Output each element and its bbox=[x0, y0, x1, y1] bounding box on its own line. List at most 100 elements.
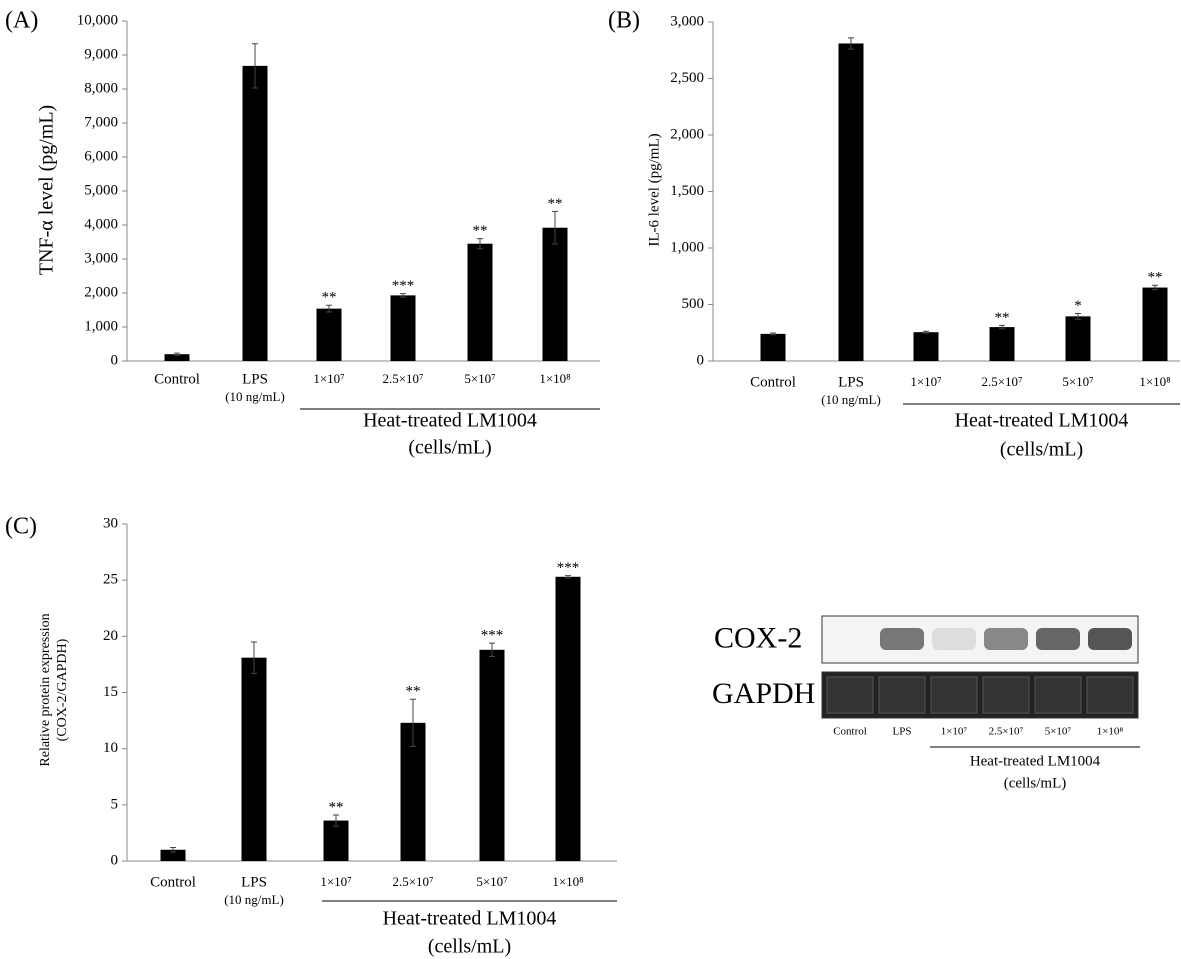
lane-label: 1×10⁷ bbox=[941, 726, 968, 738]
x-tick-label: Control bbox=[154, 371, 200, 387]
y-axis-label: Relative protein expression bbox=[38, 613, 53, 766]
significance: ** bbox=[322, 290, 337, 306]
y-tick-label: 5 bbox=[111, 796, 119, 812]
lane-label: Control bbox=[833, 726, 867, 738]
significance: *** bbox=[557, 560, 580, 576]
band bbox=[1088, 628, 1132, 650]
lane-label: LPS bbox=[893, 726, 912, 738]
y-tick-label: 6,000 bbox=[84, 148, 118, 164]
band bbox=[827, 677, 873, 713]
x-tick-label: 2.5×10⁷ bbox=[382, 371, 423, 386]
band bbox=[931, 677, 977, 713]
group-label: (cells/mL) bbox=[408, 437, 491, 459]
blot-row-label: GAPDH bbox=[712, 677, 815, 710]
x-tick-label: 1×10⁸ bbox=[539, 371, 571, 386]
lane-label: 2.5×10⁷ bbox=[989, 726, 1024, 738]
bar bbox=[242, 658, 267, 861]
y-tick-label: 15 bbox=[103, 684, 118, 700]
x-tick-label: 2.5×10⁷ bbox=[981, 374, 1022, 389]
band bbox=[983, 677, 1029, 713]
group-label: Heat-treated LM1004 bbox=[955, 410, 1129, 432]
band bbox=[932, 628, 976, 650]
y-tick-label: 1,500 bbox=[670, 183, 704, 199]
group-label: (cells/mL) bbox=[1000, 439, 1083, 461]
y-tick-label: 4,000 bbox=[84, 216, 118, 232]
y-tick-label: 20 bbox=[103, 628, 118, 644]
bar bbox=[556, 577, 581, 861]
x-tick-label: 2.5×10⁷ bbox=[392, 874, 433, 889]
x-tick-label: 1×10⁷ bbox=[313, 371, 344, 386]
bar bbox=[1066, 316, 1091, 361]
background bbox=[0, 0, 1181, 959]
y-tick-label: 2,000 bbox=[670, 126, 704, 142]
y-tick-label: 0 bbox=[111, 852, 119, 868]
group-label: Heat-treated LM1004 bbox=[383, 908, 557, 930]
y-tick-label: 2,500 bbox=[670, 70, 704, 86]
significance: * bbox=[1074, 298, 1082, 314]
band bbox=[880, 628, 924, 650]
bar bbox=[914, 332, 939, 361]
x-tick-label: LPS bbox=[838, 374, 864, 390]
y-axis-label: IL-6 level (pg/mL) bbox=[646, 133, 662, 246]
bar bbox=[1143, 288, 1168, 361]
y-tick-label: 7,000 bbox=[84, 114, 118, 130]
band bbox=[1035, 677, 1081, 713]
significance: ** bbox=[406, 684, 421, 700]
significance: ** bbox=[548, 196, 563, 212]
lane-label: 5×10⁷ bbox=[1045, 726, 1072, 738]
y-tick-label: 1,000 bbox=[670, 239, 704, 255]
group-label: Heat-treated LM1004 bbox=[363, 410, 537, 432]
significance: *** bbox=[392, 278, 415, 294]
bar bbox=[317, 309, 342, 361]
y-tick-label: 8,000 bbox=[84, 80, 118, 96]
category-note: (10 ng/mL) bbox=[821, 392, 881, 407]
bar bbox=[391, 295, 416, 361]
x-tick-label: 5×10⁷ bbox=[1062, 374, 1093, 389]
y-tick-label: 30 bbox=[103, 515, 118, 531]
y-tick-label: 1,000 bbox=[84, 318, 118, 334]
y-tick-label: 25 bbox=[103, 572, 118, 588]
y-tick-label: 0 bbox=[111, 352, 119, 368]
y-tick-label: 9,000 bbox=[84, 46, 118, 62]
bar bbox=[839, 43, 864, 361]
y-tick-label: 0 bbox=[697, 352, 705, 368]
x-tick-label: Control bbox=[150, 874, 196, 890]
band bbox=[984, 628, 1028, 650]
group-label: Heat-treated LM1004 bbox=[970, 753, 1101, 769]
y-tick-label: 2,000 bbox=[84, 284, 118, 300]
bar bbox=[543, 228, 568, 361]
y-axis-label: (COX-2/GAPDH) bbox=[55, 638, 70, 741]
band bbox=[879, 677, 925, 713]
category-note: (10 ng/mL) bbox=[225, 389, 285, 404]
panel-label: (A) bbox=[5, 8, 38, 34]
bar bbox=[243, 66, 268, 361]
panel-label: (B) bbox=[608, 8, 640, 34]
x-tick-label: 5×10⁷ bbox=[476, 874, 507, 889]
bar bbox=[761, 334, 786, 361]
x-tick-label: LPS bbox=[241, 874, 267, 890]
y-tick-label: 10,000 bbox=[77, 12, 118, 28]
y-axis-label: TNF-α level (pg/mL) bbox=[36, 105, 58, 275]
y-tick-label: 3,000 bbox=[84, 250, 118, 266]
y-tick-label: 3,000 bbox=[670, 13, 704, 29]
significance: ** bbox=[1148, 270, 1163, 286]
significance: ** bbox=[995, 310, 1010, 326]
y-tick-label: 10 bbox=[103, 740, 118, 756]
band bbox=[1087, 677, 1133, 713]
x-tick-label: LPS bbox=[242, 371, 268, 387]
significance: *** bbox=[481, 628, 504, 644]
panel-label: (C) bbox=[5, 514, 37, 540]
bar bbox=[990, 327, 1015, 361]
x-tick-label: 1×10⁷ bbox=[320, 874, 351, 889]
lane-label: 1×10⁸ bbox=[1097, 726, 1124, 738]
x-tick-label: Control bbox=[750, 374, 796, 390]
category-note: (10 ng/mL) bbox=[224, 892, 284, 907]
bar bbox=[468, 244, 493, 361]
y-tick-label: 500 bbox=[682, 296, 705, 312]
group-label: (cells/mL) bbox=[1004, 775, 1066, 791]
bar bbox=[480, 650, 505, 861]
group-label: (cells/mL) bbox=[428, 936, 511, 958]
significance: ** bbox=[473, 223, 488, 239]
x-tick-label: 5×10⁷ bbox=[464, 371, 495, 386]
y-tick-label: 5,000 bbox=[84, 182, 118, 198]
